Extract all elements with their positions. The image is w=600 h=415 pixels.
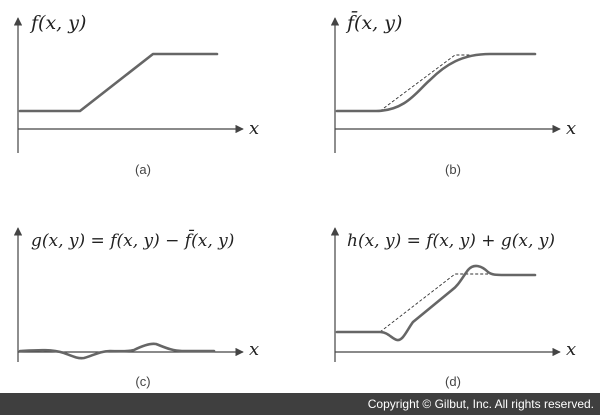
panel-b-caption: (b) <box>445 162 461 177</box>
panel-b-original-dashed <box>379 54 470 112</box>
panel-b: f̄(x, y) x (b) <box>330 10 576 177</box>
panel-a-curve <box>18 52 219 113</box>
panel-b-smoothed-curve <box>335 52 537 113</box>
panel-b-function-label: f̄(x, y) <box>345 10 402 34</box>
panel-d-caption: (d) <box>445 374 461 389</box>
panel-c-caption: (c) <box>135 374 150 389</box>
panel-b-x-label: x <box>566 118 576 139</box>
copyright-footer: Copyright © Gilbut, Inc. All rights rese… <box>0 393 600 415</box>
panel-c-difference-curve <box>18 342 216 360</box>
figure: f(x, y) x (a) f̄(x, y) x (b) g(x, y) = f… <box>13 10 576 389</box>
panel-d: h(x, y) = f(x, y) + g(x, y) x (d) <box>330 227 576 389</box>
panel-c-x-label: x <box>249 339 259 360</box>
panel-a-x-label: x <box>249 118 259 139</box>
panel-c: g(x, y) = f(x, y) − f̄(x, y) x (c) <box>13 227 259 389</box>
panel-d-original-dashed <box>379 273 488 333</box>
copyright-text: Copyright © Gilbut, Inc. All rights rese… <box>367 397 594 411</box>
panel-d-sharpened-curve <box>335 264 537 342</box>
panel-a: f(x, y) x (a) <box>13 12 259 177</box>
panel-d-function-label: h(x, y) = f(x, y) + g(x, y) <box>347 231 555 251</box>
panel-c-function-label: g(x, y) = f(x, y) − f̄(x, y) <box>31 228 234 251</box>
panel-d-x-label: x <box>566 339 576 360</box>
panel-a-function-label: f(x, y) <box>29 12 86 34</box>
panel-a-caption: (a) <box>135 162 151 177</box>
